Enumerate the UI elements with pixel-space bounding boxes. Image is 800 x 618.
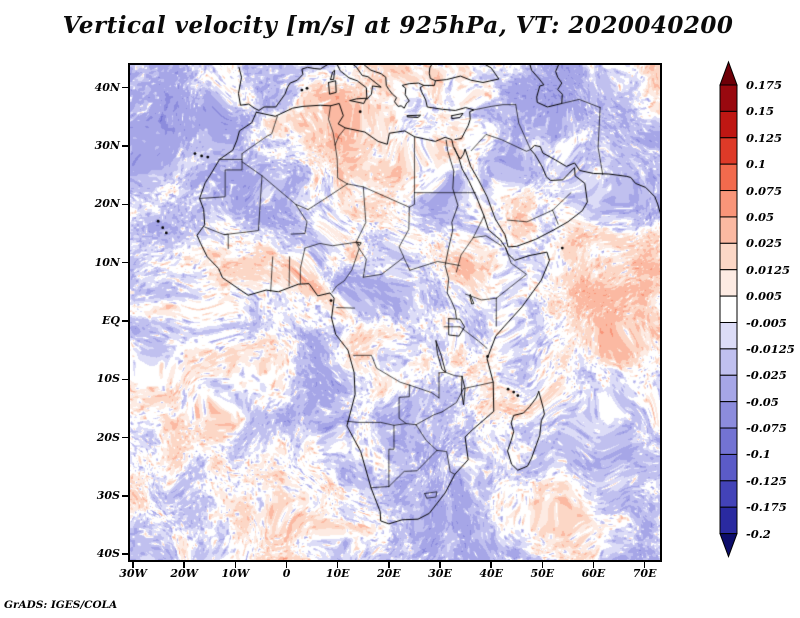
colorbar-arrow-bottom [719, 533, 738, 559]
colorbar-segment [719, 374, 738, 403]
colorbar-segment [719, 480, 738, 508]
x-tick-mark [541, 562, 544, 568]
colorbar-segment [719, 216, 738, 244]
y-tick-label: 10S [96, 372, 120, 386]
x-tick-mark [388, 562, 390, 568]
y-tick-label: 30S [96, 488, 120, 502]
x-tick-mark [132, 562, 134, 568]
y-tick-label: 30N [94, 139, 120, 153]
colorbar-segment [719, 348, 738, 376]
y-tick-label: 10N [94, 255, 120, 269]
x-tick-mark [183, 562, 185, 568]
colorbar-segment [719, 506, 738, 535]
y-tick-label: 20N [94, 197, 120, 211]
x-tick-label: 40E [479, 567, 504, 580]
x-tick-mark [643, 562, 646, 568]
x-tick-mark [490, 562, 492, 568]
colorbar-segment [719, 190, 738, 218]
x-tick-label: 10W [221, 567, 250, 580]
x-tick-label: 70E [632, 567, 657, 580]
y-tick-label: 20S [96, 430, 120, 444]
colorbar-segment [719, 269, 738, 297]
colorbar-svg [719, 60, 738, 559]
x-tick-mark [285, 562, 288, 568]
y-tick-label: 40S [96, 547, 120, 561]
colorbar-segment [719, 321, 738, 350]
colorbar-segment [719, 427, 738, 455]
x-tick-mark [439, 562, 441, 568]
x-tick-label: 0 [282, 567, 291, 580]
x-tick-label: 20W [170, 567, 199, 580]
y-tick-label: EQ [102, 313, 120, 327]
map-canvas [130, 65, 660, 560]
colorbar-segment [719, 84, 738, 112]
x-tick-mark [336, 562, 339, 568]
x-tick-label: 30E [428, 567, 452, 580]
colorbar-segment [719, 453, 738, 482]
colorbar-arrow-top [719, 60, 738, 86]
x-tick-label: 10E [325, 567, 350, 580]
colorbar-segment [719, 401, 738, 429]
x-tick-label: 20E [377, 567, 401, 580]
colorbar-segment [719, 242, 738, 271]
plot-title: Vertical velocity [m/s] at 925hPa, VT: 2… [62, 12, 734, 39]
colorbar-segment [719, 137, 738, 165]
x-tick-label: 30W [119, 567, 147, 580]
x-tick-label: 50E [530, 567, 555, 580]
x-tick-mark [592, 562, 595, 568]
colorbar-segment [719, 295, 738, 323]
grads-credit: GrADS: IGES/COLA [4, 599, 118, 611]
y-tick-label: 40N [94, 80, 120, 94]
colorbar-segment [719, 163, 738, 192]
colorbar-segment [719, 110, 738, 139]
map-frame [128, 63, 662, 562]
colorbar [712, 55, 792, 575]
x-tick-label: 60E [581, 567, 606, 580]
x-tick-mark [234, 562, 237, 568]
